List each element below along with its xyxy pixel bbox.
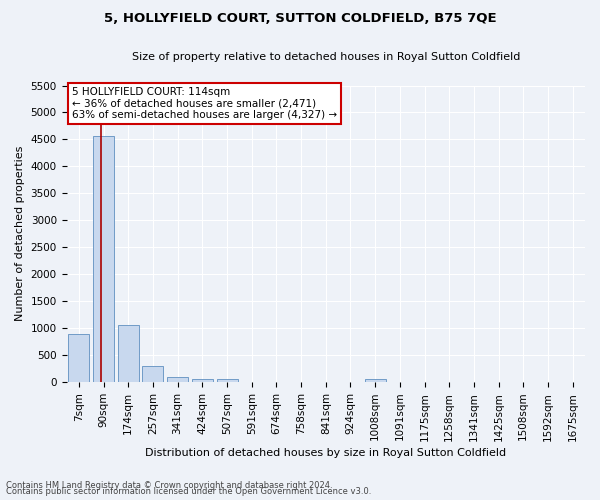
Bar bbox=[118, 325, 139, 382]
Bar bbox=[217, 379, 238, 382]
Title: Size of property relative to detached houses in Royal Sutton Coldfield: Size of property relative to detached ho… bbox=[131, 52, 520, 62]
Bar bbox=[93, 136, 114, 382]
Bar bbox=[167, 377, 188, 382]
Text: Contains HM Land Registry data © Crown copyright and database right 2024.: Contains HM Land Registry data © Crown c… bbox=[6, 481, 332, 490]
Bar bbox=[142, 366, 163, 382]
Bar bbox=[68, 334, 89, 382]
Y-axis label: Number of detached properties: Number of detached properties bbox=[15, 146, 25, 322]
Text: 5, HOLLYFIELD COURT, SUTTON COLDFIELD, B75 7QE: 5, HOLLYFIELD COURT, SUTTON COLDFIELD, B… bbox=[104, 12, 496, 26]
Bar bbox=[365, 379, 386, 382]
Bar bbox=[192, 378, 213, 382]
Text: Contains public sector information licensed under the Open Government Licence v3: Contains public sector information licen… bbox=[6, 487, 371, 496]
Text: 5 HOLLYFIELD COURT: 114sqm
← 36% of detached houses are smaller (2,471)
63% of s: 5 HOLLYFIELD COURT: 114sqm ← 36% of deta… bbox=[72, 87, 337, 120]
X-axis label: Distribution of detached houses by size in Royal Sutton Coldfield: Distribution of detached houses by size … bbox=[145, 448, 506, 458]
